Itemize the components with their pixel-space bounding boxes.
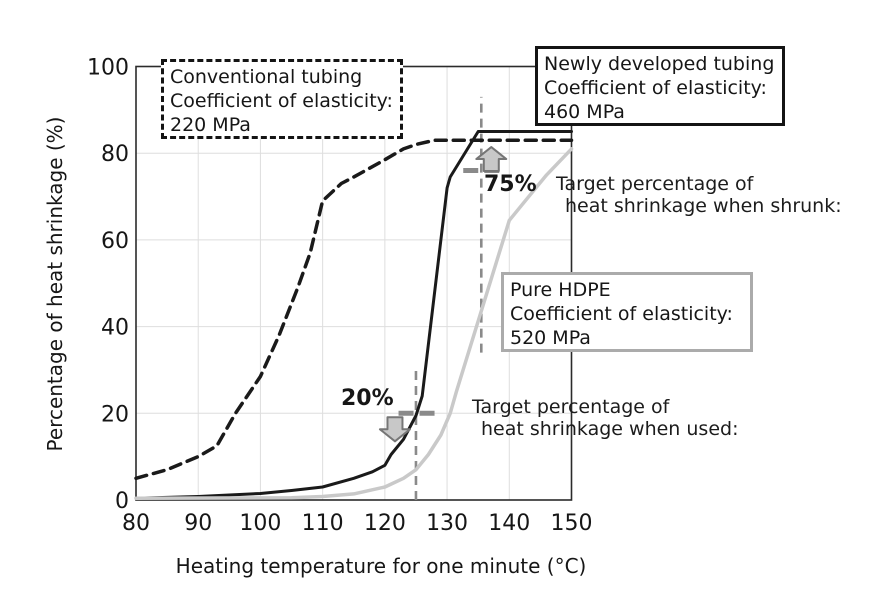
series-newly xyxy=(134,130,573,500)
y-tick-60: 60 xyxy=(101,229,129,254)
legend-hdpe-subtitle: Coefficient of elasticity: xyxy=(510,303,733,325)
x-axis-title: Heating temperature for one minute (°C) xyxy=(175,554,587,578)
target-shrunk-caption-line1: Target percentage of xyxy=(556,173,754,195)
y-tick-100: 100 xyxy=(87,56,129,81)
legend-newly-subtitle: Coefficient of elasticity: xyxy=(544,77,767,99)
x-tick-150: 150 xyxy=(551,511,593,536)
target-used-caption-line1: Target percentage of xyxy=(472,396,670,418)
target-used-caption: Target percentage of heat shrinkage when… xyxy=(472,396,738,440)
x-tick-140: 140 xyxy=(488,511,530,536)
legend-newly-title: Newly developed tubing xyxy=(544,53,775,75)
down-arrow-icon xyxy=(378,416,411,443)
x-tick-90: 90 xyxy=(184,511,212,536)
y-tick-80: 80 xyxy=(101,142,129,167)
legend-conventional-title: Conventional tubing xyxy=(170,66,363,88)
series-hdpe xyxy=(134,147,574,501)
series-conventional xyxy=(134,138,574,481)
y-tick-20: 20 xyxy=(101,402,129,427)
target-shrunk-caption: Target percentage of heat shrinkage when… xyxy=(556,173,842,217)
target-shrunk-caption-line2: heat shrinkage when shrunk: xyxy=(565,195,842,217)
x-tick-130: 130 xyxy=(426,511,468,536)
legend-hdpe-title: Pure HDPE xyxy=(510,279,611,301)
x-tick-100: 100 xyxy=(239,511,281,536)
y-tick-40: 40 xyxy=(101,316,129,341)
legend-conventional-subtitle: Coefficient of elasticity: xyxy=(170,90,393,112)
legend-pure-hdpe: Pure HDPE Coefficient of elasticity: 520… xyxy=(501,272,753,352)
x-tick-80: 80 xyxy=(122,511,150,536)
legend-newly-value: 460 MPa xyxy=(544,101,625,123)
legend-newly-developed-tubing: Newly developed tubing Coefficient of el… xyxy=(535,46,785,126)
target-used-caption-line2: heat shrinkage when used: xyxy=(481,418,739,440)
legend-conventional-value: 220 MPa xyxy=(170,114,251,136)
target-shrunk-percentage: 75% xyxy=(484,172,537,197)
y-axis-title: Percentage of heat shrinkage (%) xyxy=(43,116,67,452)
y-tick-0: 0 xyxy=(115,489,129,514)
legend-conventional-tubing: Conventional tubing Coefficient of elast… xyxy=(161,59,403,139)
up-arrow-icon xyxy=(475,146,508,173)
x-tick-110: 110 xyxy=(302,511,344,536)
x-tick-120: 120 xyxy=(364,511,406,536)
target-used-percentage: 20% xyxy=(341,386,394,411)
legend-hdpe-value: 520 MPa xyxy=(510,327,591,349)
